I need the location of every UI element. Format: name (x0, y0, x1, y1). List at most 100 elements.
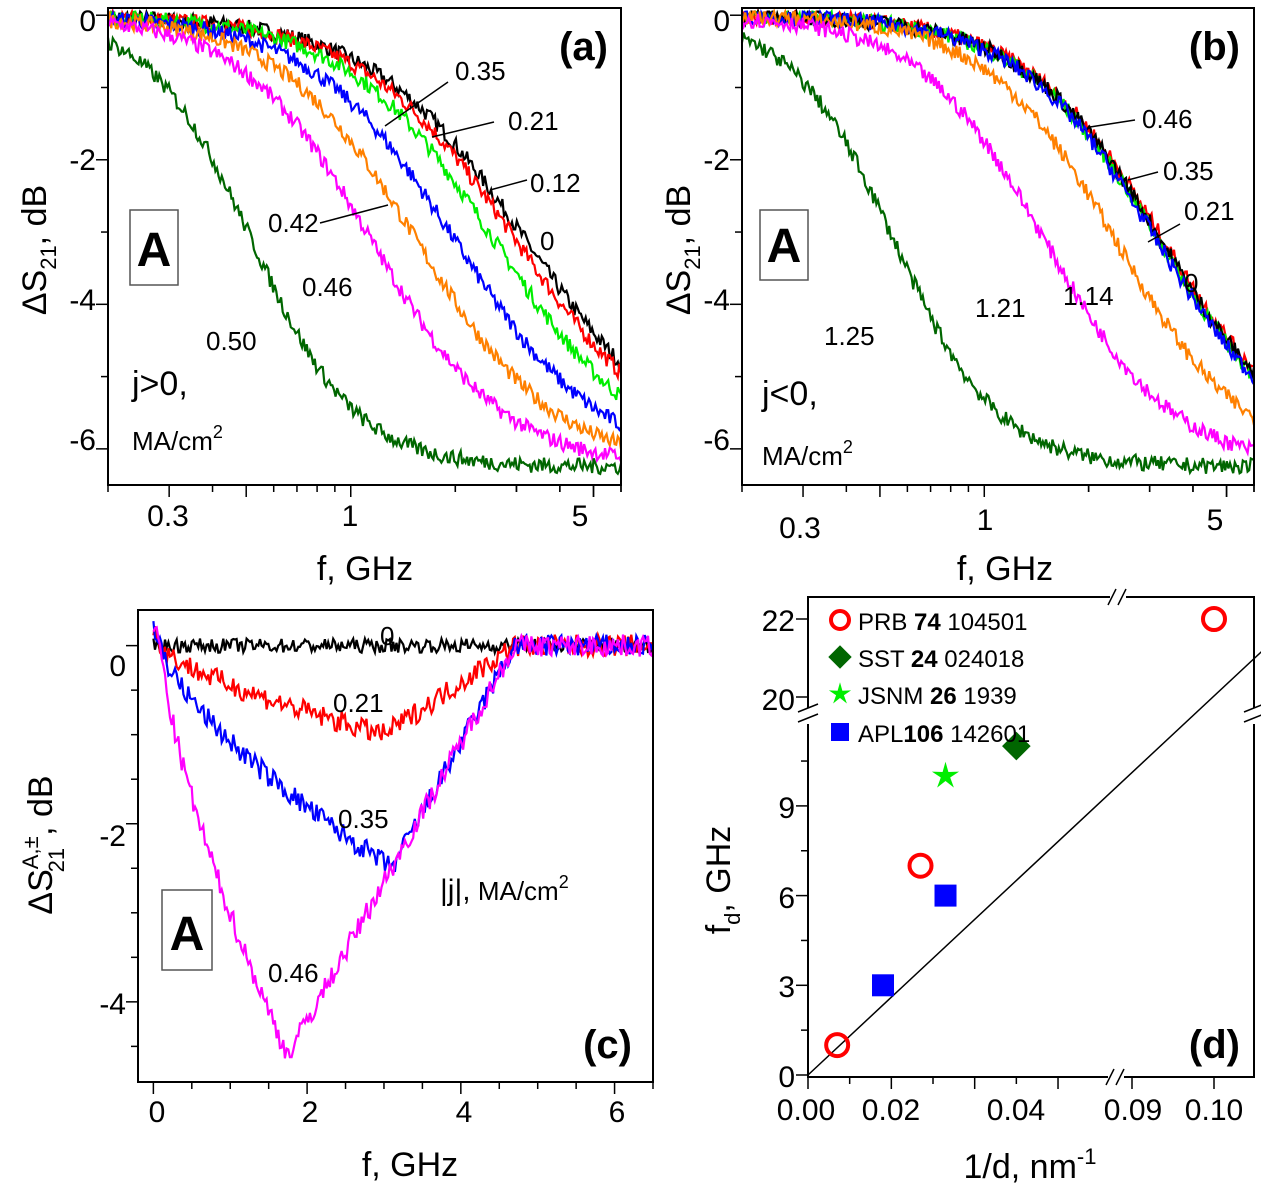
panel-a-units: MA/cm2 (132, 422, 223, 456)
point-open-circle (824, 1032, 851, 1059)
curve-a-0.21 (106, 10, 622, 401)
panel-c-xtick: 6 (609, 1096, 626, 1129)
panel-d-xtick: 0.04 (987, 1094, 1045, 1127)
panel-d-label: (d) (1189, 1023, 1240, 1067)
panel-d-ytick: 3 (778, 971, 795, 1004)
panel-a-ytick: -4 (69, 284, 96, 317)
curve-label-a-0.35: 0.35 (455, 56, 506, 86)
panel-d: 0 3 6 9 20 22 0.00 0.02 0.04 0.09 0.10 1… (700, 586, 1261, 1186)
panel-a-boxed-A-frame (129, 209, 179, 286)
point-square (872, 974, 895, 997)
panel-a: 0 -2 -4 -6 0.3 1 5 f, GHz ΔS21, dB (a) A… (16, 5, 623, 588)
curve-b-1.25 (740, 32, 1255, 476)
curve-label-a-0.50: 0.50 (206, 326, 257, 356)
panel-c-ticks (126, 644, 654, 1094)
curve-c-0.46 (152, 625, 655, 1059)
panel-d-ytick: 20 (762, 684, 795, 717)
panel-b-boxed-A: A (767, 220, 802, 273)
panel-a-xtick: 0.3 (147, 500, 189, 533)
legend-entry-jsnm: JSNM 26 1939 (858, 683, 1017, 710)
point-open-circle (1201, 606, 1227, 632)
curve-label-c-0.21: 0.21 (333, 688, 384, 718)
panel-d-ytick: 22 (762, 605, 795, 638)
panel-b-curves (740, 7, 1256, 476)
panel-b-units: MA/cm2 (762, 437, 853, 471)
panel-d-ylabel: fd, GHz (700, 826, 745, 935)
panel-d-ticks (796, 618, 1215, 1089)
curve-label-b-0: 0 (1184, 268, 1198, 298)
panel-d-legend: PRB 74 104501 SST 24 024018 JSNM 26 1939… (858, 609, 1030, 748)
point-diamond (1002, 731, 1031, 761)
panel-c-ytick: 0 (109, 650, 126, 683)
panel-c-ytick: -2 (99, 820, 126, 853)
legend-marker-open-circle (829, 609, 851, 631)
panel-c: 0 -2 -4 0 2 4 6 f, GHz ΔSA,±21, dB (c) A… (18, 609, 655, 1184)
curve-a-0.46 (107, 15, 623, 464)
panel-b-leaders (1089, 119, 1181, 243)
panel-b-xtick: 5 (1207, 504, 1224, 537)
panel-a-xtick: 1 (342, 500, 359, 533)
panel-b-ticks (730, 14, 1255, 497)
curve-b-1.21 (740, 13, 1255, 457)
panel-b-xlabel: f, GHz (957, 550, 1053, 588)
curve-label-b-0.21: 0.21 (1184, 196, 1235, 226)
panel-d-xtick: 0.10 (1185, 1094, 1243, 1127)
curve-label-b-1.14: 1.14 (1063, 281, 1114, 311)
curve-b-0.46 (741, 8, 1255, 385)
panel-a-xlabel: f, GHz (317, 550, 413, 588)
curve-label-b-0.35: 0.35 (1163, 156, 1214, 186)
panel-d-ytick: 9 (778, 792, 795, 825)
panel-d-frame (807, 596, 1255, 1078)
curve-a-0.35 (106, 9, 622, 432)
legend-entry-prb: PRB 74 104501 (858, 609, 1027, 636)
panel-d-xlabel: 1/d, nm-1 (964, 1144, 1097, 1186)
point-star (931, 761, 960, 788)
panel-b-ytick: 0 (713, 5, 730, 38)
panel-a-note: j>0, (131, 365, 188, 403)
curve-a-0.42 (106, 9, 623, 450)
panel-d-ytick: 6 (778, 882, 795, 915)
panel-c-xtick: 4 (456, 1096, 473, 1129)
panel-b-note: j<0, (761, 375, 818, 413)
panel-b-label: (b) (1189, 25, 1240, 69)
curve-label-c-0: 0 (380, 621, 394, 651)
panel-c-curves (152, 620, 655, 1059)
panel-a-curves (106, 8, 623, 476)
panel-b-boxed-A-frame (759, 209, 809, 281)
panel-c-boxed-A-frame (161, 889, 213, 971)
panel-c-xtick: 2 (302, 1096, 319, 1129)
panel-b-xtick: 0.3 (779, 512, 821, 545)
panel-d-points (824, 606, 1227, 1059)
panel-d-fit-line (807, 651, 1261, 1076)
curve-label-a-0: 0 (540, 226, 554, 256)
curve-label-b-1.21: 1.21 (975, 293, 1026, 323)
legend-entry-sst: SST 24 024018 (858, 646, 1024, 673)
panel-d-axis-breaks (797, 586, 1261, 1088)
curve-label-a-0.12: 0.12 (530, 168, 581, 198)
panel-b: 0 -2 -4 -6 0.3 1 5 f, GHz ΔS21, dB (b) A… (660, 5, 1256, 588)
panel-b-ylabel: ΔS21, dB (660, 185, 705, 315)
panel-d-ytick: 0 (778, 1061, 795, 1094)
curve-label-a-0.42: 0.42 (268, 208, 319, 238)
panel-b-ytick: -2 (703, 144, 730, 177)
panel-c-xlabel: f, GHz (362, 1146, 458, 1184)
panel-a-label: (a) (559, 25, 608, 69)
panel-a-ylabel: ΔS21, dB (16, 185, 61, 315)
legend-marker-star (828, 682, 852, 704)
panel-b-ytick: -6 (703, 424, 730, 457)
curve-label-a-0.21: 0.21 (508, 106, 559, 136)
panel-a-ytick: -2 (69, 144, 96, 177)
curve-label-c-0.46: 0.46 (268, 958, 319, 988)
panel-c-ylabel: ΔSA,±21, dB (18, 775, 69, 914)
panel-b-ytick: -4 (703, 284, 730, 317)
panel-c-note: |j|, MA/cm2 (440, 872, 569, 907)
curve-label-a-0.46: 0.46 (302, 272, 353, 302)
panel-d-xtick: 0.09 (1104, 1094, 1162, 1127)
panel-c-xtick: 0 (149, 1096, 166, 1129)
panel-a-ytick: -6 (69, 424, 96, 457)
panel-c-frame (137, 609, 654, 1083)
panel-a-ytick: 0 (79, 5, 96, 38)
panel-a-boxed-A: A (137, 224, 172, 277)
legend-entry-apl: APL106 142601 (858, 721, 1030, 748)
